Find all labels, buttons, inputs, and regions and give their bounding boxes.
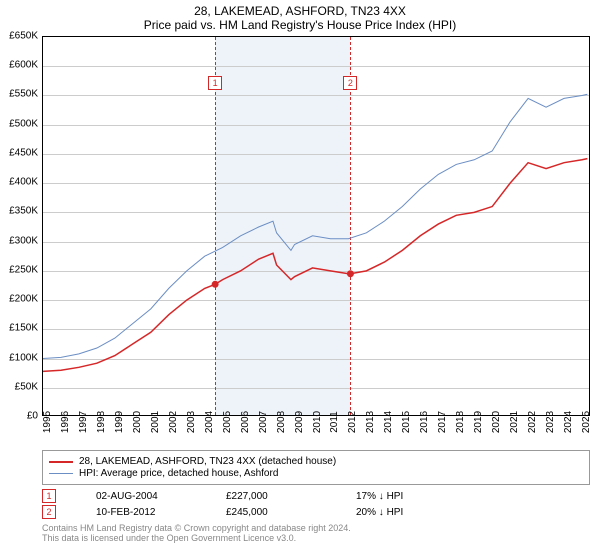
legend-item: HPI: Average price, detached house, Ashf…	[49, 468, 583, 479]
legend-swatch	[49, 473, 73, 474]
xtick-label: 2016	[419, 411, 430, 433]
xtick-label: 2017	[437, 411, 448, 433]
xtick-label: 1998	[96, 411, 107, 433]
tx-date: 10-FEB-2012	[96, 507, 186, 518]
xtick-label: 2002	[168, 411, 179, 433]
legend-swatch	[49, 461, 73, 463]
footer: Contains HM Land Registry data © Crown c…	[42, 523, 590, 543]
legend: 28, LAKEMEAD, ASHFORD, TN23 4XX (detache…	[42, 450, 590, 485]
chart-container: 28, LAKEMEAD, ASHFORD, TN23 4XX Price pa…	[0, 0, 600, 560]
xtick-label: 2019	[473, 411, 484, 433]
tx-diff: 17% ↓ HPI	[356, 491, 446, 502]
xtick-label: 1997	[78, 411, 89, 433]
xtick-label: 2000	[132, 411, 143, 433]
xtick-label: 2012	[347, 411, 358, 433]
xtick-label: 2004	[204, 411, 215, 433]
marker-label: 1	[208, 76, 222, 90]
ytick-label: £300K	[9, 235, 38, 246]
xtick-label: 2001	[150, 411, 161, 433]
marker-label: 2	[343, 76, 357, 90]
xtick-label: 2006	[240, 411, 251, 433]
tx-price: £227,000	[226, 491, 316, 502]
xtick-label: 2005	[222, 411, 233, 433]
xtick-label: 2015	[401, 411, 412, 433]
xtick-label: 2024	[563, 411, 574, 433]
chart-area: 12 £0£50K£100K£150K£200K£250K£300K£350K£…	[42, 36, 590, 416]
xtick-label: 1999	[114, 411, 125, 433]
ytick-label: £550K	[9, 89, 38, 100]
tx-diff: 20% ↓ HPI	[356, 507, 446, 518]
ytick-label: £0	[27, 411, 38, 422]
ytick-label: £500K	[9, 118, 38, 129]
legend-label: HPI: Average price, detached house, Ashf…	[79, 468, 278, 479]
xtick-label: 2025	[581, 411, 592, 433]
xtick-label: 2020	[491, 411, 502, 433]
plot-region: 12	[42, 36, 590, 416]
ytick-label: £450K	[9, 147, 38, 158]
ytick-label: £250K	[9, 264, 38, 275]
xtick-label: 2007	[258, 411, 269, 433]
xtick-label: 2014	[383, 411, 394, 433]
xtick-label: 2011	[329, 411, 340, 433]
ytick-label: £650K	[9, 31, 38, 42]
xtick-label: 1995	[42, 411, 53, 433]
ytick-label: £600K	[9, 60, 38, 71]
tx-marker: 2	[42, 505, 56, 519]
series-lines	[43, 37, 591, 417]
transaction-table: 1 02-AUG-2004 £227,000 17% ↓ HPI 2 10-FE…	[42, 489, 590, 519]
chart-subtitle: Price paid vs. HM Land Registry's House …	[0, 18, 600, 36]
xtick-label: 2009	[294, 411, 305, 433]
xtick-label: 2013	[365, 411, 376, 433]
chart-title: 28, LAKEMEAD, ASHFORD, TN23 4XX	[0, 0, 600, 18]
footer-line: This data is licensed under the Open Gov…	[42, 533, 590, 543]
ytick-label: £100K	[9, 352, 38, 363]
ytick-label: £150K	[9, 323, 38, 334]
table-row: 2 10-FEB-2012 £245,000 20% ↓ HPI	[42, 505, 590, 519]
legend-label: 28, LAKEMEAD, ASHFORD, TN23 4XX (detache…	[79, 456, 336, 467]
ytick-label: £350K	[9, 206, 38, 217]
tx-marker: 1	[42, 489, 56, 503]
tx-price: £245,000	[226, 507, 316, 518]
table-row: 1 02-AUG-2004 £227,000 17% ↓ HPI	[42, 489, 590, 503]
ytick-label: £50K	[15, 381, 38, 392]
xtick-label: 2010	[312, 411, 323, 433]
xtick-label: 2018	[455, 411, 466, 433]
ytick-label: £200K	[9, 294, 38, 305]
ytick-label: £400K	[9, 177, 38, 188]
xtick-label: 1996	[60, 411, 71, 433]
footer-line: Contains HM Land Registry data © Crown c…	[42, 523, 590, 533]
xtick-label: 2008	[276, 411, 287, 433]
xtick-label: 2021	[509, 411, 520, 433]
tx-date: 02-AUG-2004	[96, 491, 186, 502]
xtick-label: 2003	[186, 411, 197, 433]
xtick-label: 2022	[527, 411, 538, 433]
legend-item: 28, LAKEMEAD, ASHFORD, TN23 4XX (detache…	[49, 456, 583, 467]
xtick-label: 2023	[545, 411, 556, 433]
